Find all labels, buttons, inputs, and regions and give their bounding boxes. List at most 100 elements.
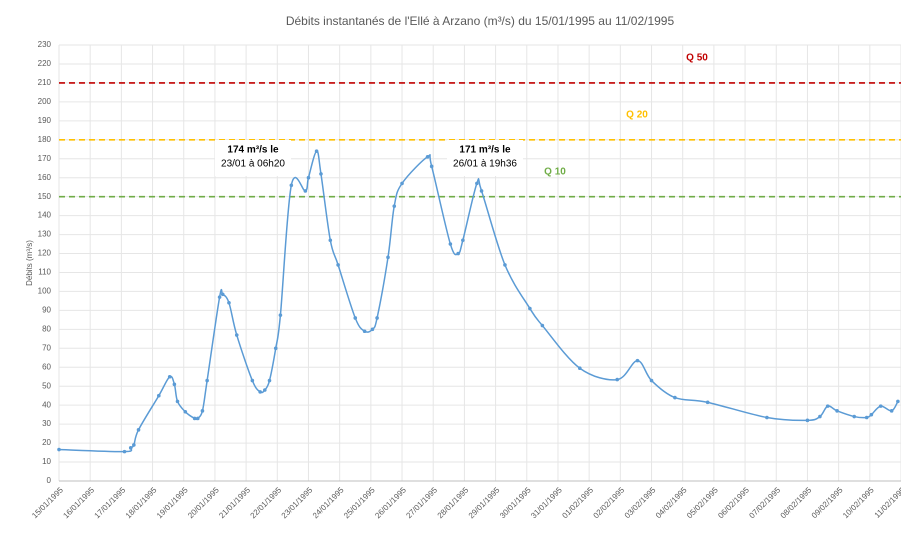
marker bbox=[896, 399, 900, 404]
marker bbox=[448, 242, 453, 246]
marker bbox=[258, 390, 262, 394]
marker bbox=[705, 400, 710, 405]
annotation-box bbox=[215, 140, 291, 176]
marker bbox=[289, 183, 294, 188]
marker bbox=[336, 263, 340, 267]
marker bbox=[263, 388, 267, 392]
y-tick-label: 80 bbox=[42, 324, 51, 333]
marker bbox=[869, 412, 874, 417]
marker bbox=[57, 447, 61, 452]
marker bbox=[195, 416, 200, 421]
y-tick-label: 190 bbox=[38, 116, 52, 125]
marker bbox=[167, 374, 172, 379]
marker bbox=[370, 327, 375, 332]
marker bbox=[273, 346, 278, 351]
y-tick-label: 220 bbox=[38, 59, 52, 68]
y-tick-label: 150 bbox=[38, 192, 52, 201]
y-tick-label: 230 bbox=[38, 40, 52, 49]
y-tick-label: 0 bbox=[47, 476, 52, 485]
y-tick-label: 110 bbox=[38, 268, 51, 277]
annotation: 171 m³/s le bbox=[459, 145, 511, 156]
marker bbox=[400, 181, 404, 186]
reference-label: Q 50 bbox=[686, 53, 708, 64]
y-tick-label: 130 bbox=[38, 230, 52, 239]
y-tick-label: 10 bbox=[42, 457, 51, 466]
marker bbox=[227, 301, 231, 305]
marker bbox=[250, 378, 255, 383]
y-tick-label: 180 bbox=[38, 135, 52, 144]
marker bbox=[673, 395, 677, 400]
y-tick-label: 210 bbox=[38, 78, 52, 87]
annotation: 23/01 à 06h20 bbox=[221, 159, 285, 170]
chart-title: Débits instantanés de l'Ellé à Arzano (m… bbox=[286, 14, 675, 28]
marker bbox=[429, 164, 434, 169]
marker bbox=[805, 418, 810, 423]
marker bbox=[375, 316, 379, 320]
marker bbox=[878, 404, 883, 408]
marker bbox=[456, 251, 460, 256]
y-tick-label: 70 bbox=[42, 343, 51, 352]
marker bbox=[278, 313, 283, 317]
marker bbox=[425, 155, 430, 159]
y-tick-label: 40 bbox=[42, 400, 51, 409]
marker bbox=[314, 149, 319, 153]
y-tick-label: 20 bbox=[42, 438, 51, 447]
y-tick-label: 100 bbox=[38, 287, 52, 296]
annotation-box bbox=[447, 140, 523, 176]
marker bbox=[319, 172, 323, 176]
marker bbox=[461, 238, 465, 243]
marker bbox=[615, 377, 620, 382]
marker bbox=[303, 189, 308, 193]
marker bbox=[328, 238, 333, 243]
y-axis-label: Débits (m³/s) bbox=[25, 240, 34, 286]
marker bbox=[267, 378, 272, 383]
y-tick-label: 50 bbox=[42, 381, 51, 390]
marker bbox=[479, 189, 484, 193]
marker bbox=[864, 415, 869, 420]
reference-label: Q 10 bbox=[544, 166, 566, 177]
marker bbox=[136, 428, 141, 432]
marker bbox=[889, 409, 894, 413]
marker bbox=[353, 316, 358, 320]
reference-label: Q 20 bbox=[626, 109, 648, 120]
marker bbox=[818, 414, 822, 419]
y-tick-label: 120 bbox=[38, 249, 52, 258]
y-tick-label: 140 bbox=[38, 211, 52, 220]
marker bbox=[175, 399, 180, 404]
marker bbox=[220, 292, 225, 297]
marker bbox=[156, 393, 161, 398]
marker bbox=[192, 416, 197, 421]
marker bbox=[503, 263, 507, 267]
marker bbox=[649, 378, 654, 383]
annotation: 26/01 à 19h36 bbox=[453, 159, 517, 170]
y-tick-label: 200 bbox=[38, 97, 52, 106]
marker bbox=[765, 415, 769, 420]
marker bbox=[128, 446, 133, 450]
marker bbox=[386, 255, 390, 260]
marker bbox=[132, 443, 136, 447]
marker bbox=[217, 295, 222, 299]
marker bbox=[362, 329, 367, 334]
y-tick-label: 60 bbox=[42, 362, 51, 371]
marker bbox=[577, 366, 582, 371]
y-tick-label: 30 bbox=[42, 419, 51, 428]
marker bbox=[183, 410, 188, 414]
y-tick-label: 90 bbox=[42, 306, 51, 315]
marker bbox=[475, 181, 479, 186]
marker bbox=[528, 306, 532, 311]
marker bbox=[392, 204, 397, 208]
marker bbox=[200, 409, 205, 413]
marker bbox=[122, 449, 127, 454]
y-tick-label: 160 bbox=[38, 173, 52, 182]
marker bbox=[205, 378, 209, 383]
y-tick-label: 170 bbox=[38, 154, 52, 163]
marker bbox=[635, 358, 640, 363]
marker bbox=[852, 414, 857, 419]
marker bbox=[172, 382, 177, 387]
marker bbox=[306, 175, 311, 180]
marker bbox=[825, 404, 830, 408]
marker bbox=[835, 409, 839, 413]
marker bbox=[540, 323, 545, 328]
